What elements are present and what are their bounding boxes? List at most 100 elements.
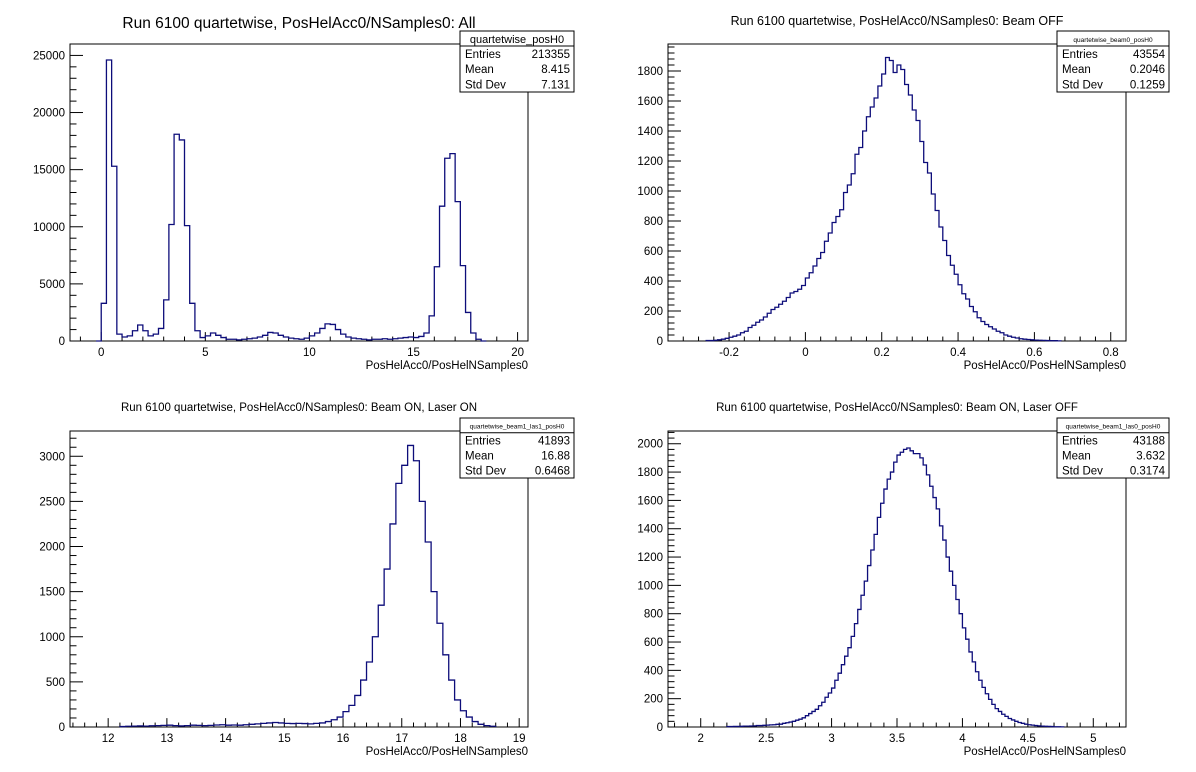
x-tick-label: 0.8 <box>1103 347 1119 359</box>
stats-value: 8.415 <box>541 64 570 76</box>
histogram-bin <box>273 722 279 727</box>
histogram-bin <box>874 98 878 341</box>
stats-name: quartetwise_beam1_las1_posH0 <box>470 424 565 431</box>
x-tick-label: 10 <box>303 347 316 359</box>
y-tick-label: 1800 <box>637 66 663 78</box>
y-tick-label: 800 <box>644 609 663 621</box>
histogram-bin <box>894 462 897 727</box>
histogram-bin <box>779 304 783 341</box>
histogram-bin <box>325 324 330 341</box>
histogram-bin <box>132 331 137 341</box>
x-tick-label: 16 <box>337 733 350 745</box>
x-tick-label: 4.5 <box>1020 733 1036 745</box>
histogram-bin <box>216 335 221 341</box>
x-tick-label: 0 <box>98 347 104 359</box>
histogram-bin <box>158 328 163 341</box>
y-tick-label: 1600 <box>637 96 663 108</box>
histogram-panel-2: Run 6100 quartetwise, PosHelAcc0/NSample… <box>637 14 1170 372</box>
histogram-bin <box>841 665 844 727</box>
y-tick-label: 0 <box>657 336 663 348</box>
histogram-bin <box>920 142 924 342</box>
histogram-bin <box>471 333 476 341</box>
histogram-bin <box>106 60 111 341</box>
y-tick-label: 10000 <box>33 222 65 234</box>
histogram-bin <box>455 202 460 341</box>
histogram-bin <box>969 652 972 727</box>
histogram-bin <box>923 465 926 727</box>
histogram-bin <box>790 293 794 341</box>
x-tick-label: 20 <box>511 347 524 359</box>
histogram-panel-1: Run 6100 quartetwise, PosHelAcc0/NSample… <box>33 15 575 372</box>
histogram-bin <box>794 292 798 342</box>
histogram-bin <box>263 335 268 341</box>
histogram-bin <box>809 273 813 341</box>
stats-label: Entries <box>1062 49 1098 61</box>
x-tick-label: 5 <box>1090 733 1096 745</box>
stats-value: 43554 <box>1133 49 1166 61</box>
stats-label: Entries <box>465 435 501 447</box>
stats-name: quartetwise_beam0_posH0 <box>1073 37 1153 44</box>
histogram-bin <box>460 711 466 727</box>
stats-label: Mean <box>1062 64 1091 76</box>
histogram-bin <box>889 61 893 342</box>
histogram-bin <box>930 486 933 727</box>
stats-value: 0.6468 <box>535 466 570 478</box>
histogram-bin <box>384 569 390 727</box>
histogram-bin <box>946 557 949 727</box>
x-tick-label: 15 <box>407 347 420 359</box>
histogram-bin <box>786 298 790 342</box>
y-tick-label: 25000 <box>33 50 65 62</box>
histogram-bin <box>402 465 408 727</box>
histogram-bin <box>924 163 928 342</box>
x-axis-label: PosHelAcc0/PosHelNSamples0 <box>366 746 528 758</box>
x-axis-label: PosHelAcc0/PosHelNSamples0 <box>366 360 528 372</box>
histogram-bin <box>205 336 210 341</box>
histogram-bin <box>864 581 867 727</box>
histogram-bin <box>315 333 320 341</box>
x-tick-label: 2 <box>698 733 704 745</box>
histogram-bin <box>874 534 877 727</box>
x-tick-label: 0.6 <box>1026 347 1042 359</box>
histogram-bin <box>858 609 861 727</box>
x-tick-label: 4 <box>959 733 966 745</box>
y-tick-label: 0 <box>59 722 65 734</box>
histogram-bin <box>445 158 450 341</box>
stats-box: quartetwise_beam1_las1_posH0 Entries 41893… <box>459 417 575 479</box>
y-tick-label: 1500 <box>39 587 65 599</box>
stats-name: quartetwise_beam1_las0_posH0 <box>1066 424 1161 431</box>
chart-title: Run 6100 quartetwise, PosHelAcc0/NSample… <box>716 402 1078 414</box>
histogram-bin <box>866 117 870 341</box>
plot-frame <box>69 430 529 728</box>
histogram-bin <box>802 286 806 342</box>
histogram-bin <box>949 571 952 727</box>
y-tick-label: 2000 <box>39 542 65 554</box>
histogram-bin <box>877 517 880 727</box>
y-tick-label: 200 <box>644 306 663 318</box>
x-tick-label: 14 <box>219 733 232 745</box>
histogram-bin <box>437 623 443 727</box>
histogram-bin <box>900 452 903 727</box>
stats-box: quartetwise_posH0 Entries 213355 Mean 8.415 S… <box>459 30 575 93</box>
histogram-bin <box>148 336 153 341</box>
histogram-bin <box>912 110 916 341</box>
histogram-bin <box>320 328 325 341</box>
histogram-bin <box>935 211 939 342</box>
histogram-bin <box>943 540 946 727</box>
stats-value: 41893 <box>538 435 570 447</box>
histogram-bin <box>901 70 905 342</box>
histogram-bin <box>821 253 825 342</box>
y-tick-label: 200 <box>644 694 663 706</box>
y-tick-label: 20000 <box>33 108 65 120</box>
stats-value: 43188 <box>1133 435 1165 447</box>
histogram-bin <box>372 637 378 727</box>
histogram-bin <box>309 336 314 341</box>
histogram-bin <box>760 320 764 341</box>
histogram-bin <box>355 695 361 727</box>
histogram-bin <box>947 256 951 342</box>
stats-value: 213355 <box>532 49 570 61</box>
histogram-bin <box>893 73 897 342</box>
y-tick-label: 3000 <box>39 451 65 463</box>
histogram-bin <box>127 336 132 341</box>
x-tick-label: 0 <box>802 347 808 359</box>
histogram-bin <box>817 259 821 342</box>
